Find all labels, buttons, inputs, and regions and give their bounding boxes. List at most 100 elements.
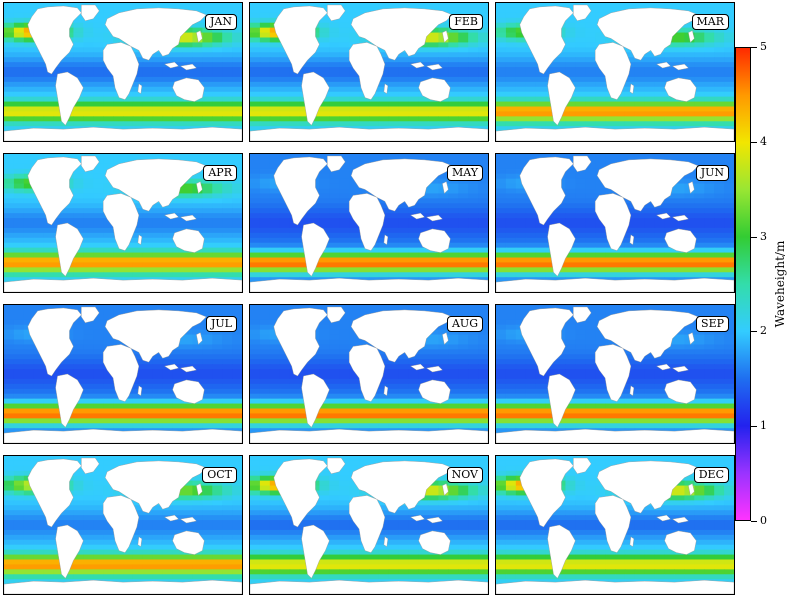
colorbar-tick-mark [751, 141, 757, 143]
month-label: JUN [695, 165, 729, 181]
landmass [425, 365, 443, 373]
landmass [273, 307, 328, 377]
landmass [350, 460, 453, 514]
landmass [383, 385, 389, 397]
colorbar-tick-label: 0 [760, 514, 767, 527]
landmass [164, 212, 179, 220]
landmass [179, 214, 197, 222]
landmass [81, 4, 100, 21]
landmass [273, 5, 328, 75]
colorbar-tick-mark [751, 521, 757, 522]
colorbar [735, 47, 751, 521]
landmass [573, 155, 592, 172]
month-label: MAY [446, 165, 483, 181]
landmass [55, 524, 84, 579]
map-panel-jan: JAN [3, 2, 243, 142]
month-label: JAN [205, 14, 237, 30]
landmass [81, 457, 100, 474]
landmass [137, 536, 143, 548]
landmass [656, 363, 671, 371]
landmass [629, 234, 635, 246]
landmass [442, 483, 449, 496]
antarctica-landmass [4, 127, 242, 141]
landmass [671, 516, 689, 524]
landmass [55, 71, 84, 126]
landmass [425, 516, 443, 524]
antarctica-landmass [496, 278, 734, 292]
month-label: NOV [446, 467, 483, 483]
antarctica-landmass [250, 429, 488, 443]
landmass [172, 228, 205, 253]
landmass [164, 514, 179, 522]
landmass [442, 332, 449, 345]
colorbar-tick-mark [751, 426, 757, 428]
landmass [179, 516, 197, 524]
map-panel-apr: APR [3, 153, 243, 293]
colorbar-tick-label: 4 [760, 134, 767, 148]
landmass [348, 495, 386, 553]
landmass [594, 193, 632, 251]
landmass [137, 83, 143, 95]
landmass [179, 63, 197, 71]
landmass [172, 379, 205, 404]
landmass [629, 83, 635, 95]
landmass [301, 71, 330, 126]
wave-height-map [250, 456, 488, 594]
landmass [664, 530, 697, 555]
landmass [519, 5, 574, 75]
landmass [104, 460, 207, 514]
landmass [547, 71, 576, 126]
landmass [671, 365, 689, 373]
landmass [196, 30, 203, 43]
landmass [27, 5, 82, 75]
wave-height-map [496, 305, 734, 443]
landmass [425, 63, 443, 71]
landmass [594, 42, 632, 100]
landmass [664, 379, 697, 404]
map-panel-mar: MAR [495, 2, 735, 142]
antarctica-landmass [250, 580, 488, 594]
antarctica-landmass [4, 580, 242, 594]
month-label: MAR [691, 14, 729, 30]
antarctica-landmass [496, 429, 734, 443]
month-label: FEB [449, 14, 483, 30]
landmass [594, 495, 632, 553]
landmass [327, 457, 346, 474]
landmass [383, 83, 389, 95]
landmass [55, 373, 84, 428]
landmass [629, 385, 635, 397]
landmass [104, 309, 207, 363]
landmass [442, 30, 449, 43]
landmass [547, 373, 576, 428]
colorbar-tick-mark [751, 236, 757, 238]
landmass [688, 332, 695, 345]
landmass [547, 222, 576, 277]
landmass [573, 4, 592, 21]
landmass [519, 458, 574, 528]
map-panel-sep: SEP [495, 304, 735, 444]
landmass [519, 156, 574, 226]
wave-height-map [250, 305, 488, 443]
landmass [350, 158, 453, 212]
landmass [301, 373, 330, 428]
map-panel-jun: JUN [495, 153, 735, 293]
landmass [594, 344, 632, 402]
landmass [656, 212, 671, 220]
landmass [547, 524, 576, 579]
landmass [102, 495, 140, 553]
wave-height-map [250, 154, 488, 292]
landmass [104, 7, 207, 61]
colorbar-tick-label: 2 [760, 324, 767, 338]
landmass [196, 181, 203, 194]
landmass [383, 536, 389, 548]
landmass [688, 483, 695, 496]
landmass [327, 155, 346, 172]
landmass [348, 193, 386, 251]
landmass [671, 63, 689, 71]
landmass [383, 234, 389, 246]
colorbar-tick-mark [751, 331, 757, 333]
month-label: AUG [446, 316, 483, 332]
map-panel-aug: AUG [249, 304, 489, 444]
landmass [102, 42, 140, 100]
